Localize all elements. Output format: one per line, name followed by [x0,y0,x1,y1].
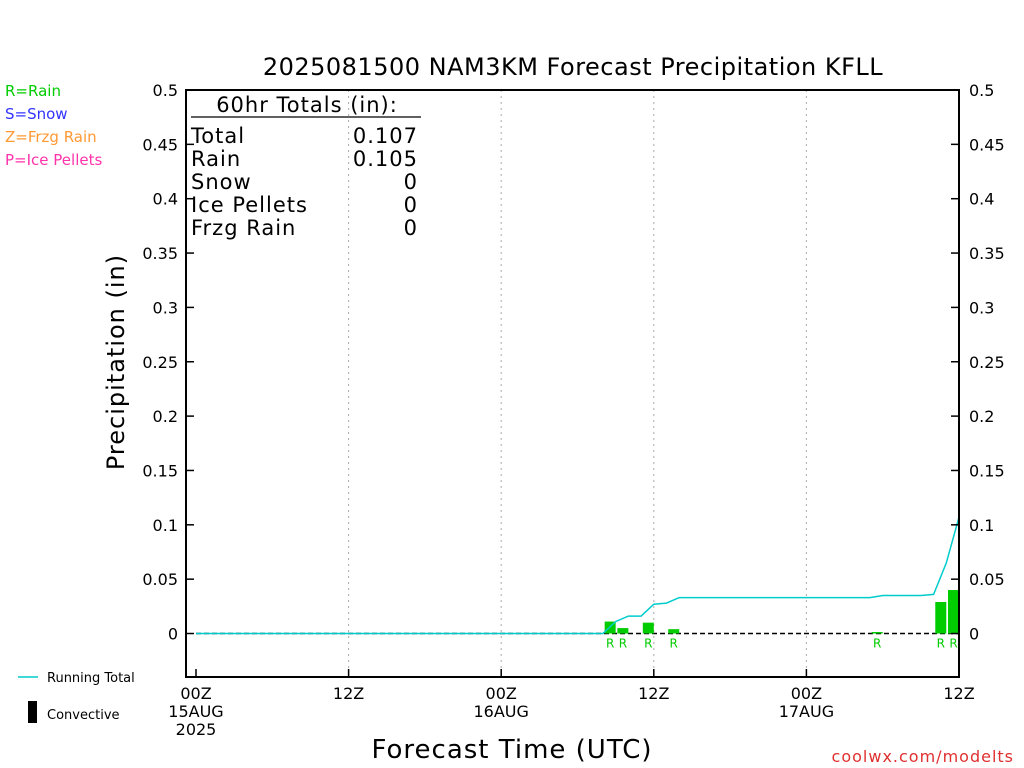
x-tick-label: 00Z [791,684,822,703]
y-tick-label-right: 0.25 [969,353,1005,372]
y-tick-label-left: 0.3 [153,298,178,317]
totals-row-name: Rain [191,147,241,171]
y-tick-label-left: 0.25 [142,353,178,372]
ptype-mark: R [644,637,652,651]
y-tick-label-left: 0 [168,625,178,644]
plot-frame [185,89,960,678]
precip-bar [642,622,654,634]
legend-label: Convective [47,708,120,723]
y-tick-label-right: 0.2 [969,407,994,426]
precip-bars [604,590,959,634]
totals-row-value: 0 [404,193,418,217]
totals-row-value: 0 [404,170,418,194]
totals-row-name: Total [190,124,245,148]
ptype-legend-item: R=Rain [5,82,61,100]
x-tick-label: 17AUG [779,702,834,721]
precip-bar [948,590,959,634]
precip-bar [617,628,629,634]
chart-title: 2025081500 NAM3KM Forecast Precipitation… [263,53,883,81]
y-tick-label-left: 0.35 [142,244,178,263]
y-tick-label-right: 0.5 [969,81,994,100]
y-tick-label-right: 0 [969,625,979,644]
y-tick-label-left: 0.15 [142,461,178,480]
y-tick-label-left: 0.5 [153,81,178,100]
totals-box: 60hr Totals (in): Total 0.107 Rain 0.105 Snow… [190,93,421,240]
x-tick-label: 16AUG [473,702,528,721]
x-tick-label: 12Z [333,684,364,703]
ptype-mark: R [937,637,945,651]
totals-header: 60hr Totals (in): [216,93,398,117]
totals-row-value: 0.107 [353,124,418,148]
y-tick-label-left: 0.45 [142,135,178,154]
ptype-mark: R [606,637,614,651]
legend-label: Running Total [47,671,135,686]
y-tick-label-left: 0.4 [153,190,178,209]
ptype-legend-item: Z=Frzg Rain [5,128,97,146]
source-credit: coolwx.com/modelts [832,747,1014,766]
ptype-legend-item: S=Snow [5,105,68,123]
ptype-legend: R=Rain S=Snow Z=Frzg Rain P=Ice Pellets [5,82,102,169]
x-axis-label: Forecast Time (UTC) [371,735,652,765]
ptype-mark: R [873,637,881,651]
y-tick-label-right: 0.35 [969,244,1005,263]
precip-bar [871,632,883,634]
ptype-mark: R [619,637,627,651]
ptype-mark: R [949,637,957,651]
y-tick-label-right: 0.1 [969,516,994,535]
y-tick-label-right: 0.4 [969,190,994,209]
legend-bar-swatch [28,701,37,723]
x-tick-label: 00Z [486,684,517,703]
running-total-line [196,516,960,635]
ptype-mark: R [670,637,678,651]
running-total-polyline [196,516,960,635]
precip-bar [668,629,680,634]
y-tick-label-left: 0.2 [153,407,178,426]
x-tick-label: 2025 [176,720,217,739]
y-tick-label-right: 0.3 [969,298,994,317]
ptype-legend-item: P=Ice Pellets [5,151,102,169]
y-tick-label-left: 0.1 [153,516,178,535]
totals-row-value: 0.105 [353,147,418,171]
y-axis-label: Precipitation (in) [102,254,130,470]
y-tick-label-right: 0.45 [969,135,1005,154]
bottom-legend: Running Total Convective [18,671,135,723]
totals-row-value: 0 [404,216,418,240]
totals-row-name: Ice Pellets [191,193,308,217]
x-tick-label: 12Z [943,684,974,703]
x-tick-label: 00Z [180,684,211,703]
y-tick-label-left: 0.05 [142,570,178,589]
precip-bar [935,601,947,634]
grid-lines [348,90,807,677]
y-tick-label-right: 0.05 [969,570,1005,589]
x-tick-label: 12Z [638,684,669,703]
y-tick-label-right: 0.15 [969,461,1005,480]
y-axis-ticks: 0 00.05 0.050.1 0.10.15 0.150.2 0.20.25 0.250.… [142,81,1004,644]
totals-row-name: Frzg Rain [191,216,296,240]
totals-row-name: Snow [191,170,252,194]
x-tick-label: 15AUG [168,702,223,721]
